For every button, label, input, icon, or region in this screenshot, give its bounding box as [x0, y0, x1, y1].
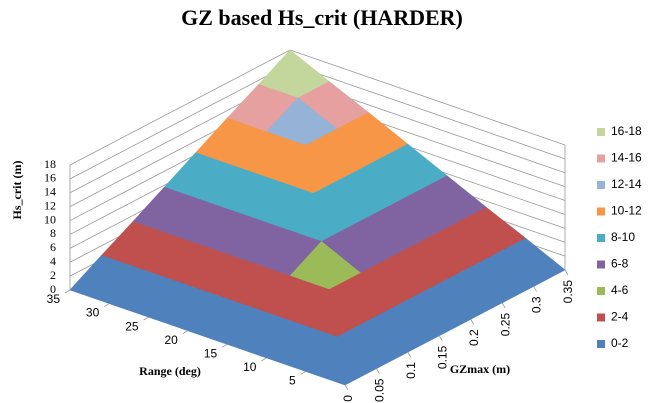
x-tick-label: 0.25: [498, 313, 512, 337]
grid-line: [289, 49, 566, 146]
y-tick: [182, 330, 189, 335]
x-tick: [344, 384, 349, 391]
legend-label: 12-14: [611, 177, 642, 191]
y-tick-label: 35: [47, 292, 61, 306]
legend-label: 2-4: [611, 310, 629, 324]
legend-swatch: [597, 181, 605, 189]
x-tick: [501, 302, 506, 309]
legend-label: 16-18: [611, 124, 642, 138]
x-tick-label: 0.3: [530, 296, 544, 313]
y-tick-label: 30: [86, 306, 100, 320]
x-tick: [407, 351, 412, 358]
x-tick: [470, 319, 475, 325]
z-tick-label: 18: [44, 157, 56, 171]
legend-swatch: [597, 234, 605, 242]
x-tick: [438, 335, 443, 341]
z-tick-label: 4: [50, 254, 56, 268]
y-tick: [104, 303, 110, 307]
z-tick-label: 10: [44, 212, 56, 226]
grid-line: [69, 63, 291, 180]
legend-swatch: [597, 313, 605, 322]
z-tick-label: 12: [44, 198, 56, 212]
y-tick-label: 25: [125, 319, 139, 333]
x-tick-label: 0.35: [561, 280, 575, 304]
legend-label: 10-12: [611, 204, 642, 218]
y-tick: [221, 343, 228, 348]
legend-label: 14-16: [611, 151, 642, 165]
y-tick: [300, 371, 306, 375]
y-tick-label: 10: [243, 360, 257, 374]
y-axis-title: Range (deg): [139, 364, 201, 378]
x-tick: [564, 269, 569, 276]
legend-swatch: [597, 154, 605, 163]
y-tick-label: 5: [289, 374, 296, 388]
legend-label: 6-8: [611, 257, 629, 271]
legend-label: 0-2: [611, 336, 629, 350]
y-tick-label: 20: [164, 333, 178, 347]
legend-swatch: [597, 340, 605, 348]
x-tick: [376, 368, 380, 374]
z-tick-label: 2: [50, 268, 56, 282]
z-axis-title: Hs_crit (m): [10, 161, 24, 220]
z-tick-label: 14: [44, 185, 56, 199]
legend-swatch: [597, 128, 605, 136]
legend-swatch: [597, 207, 605, 216]
x-tick-label: 0.15: [435, 345, 449, 369]
y-tick: [64, 289, 71, 294]
legend-label: 4-6: [611, 283, 629, 297]
x-tick-label: 0: [341, 395, 355, 402]
x-tick-label: 0.2: [467, 329, 481, 346]
z-tick-label: 6: [50, 240, 56, 254]
y-tick: [261, 357, 267, 362]
x-tick: [533, 286, 537, 292]
grid-line: [289, 63, 566, 160]
z-tick-label: 16: [44, 171, 56, 185]
x-tick-label: 0.1: [404, 362, 418, 379]
z-tick-label: 0: [50, 282, 56, 296]
chart-title: GZ based Hs_crit (HARDER): [181, 5, 463, 30]
y-tick-label: 15: [204, 346, 218, 360]
x-tick-label: 0.05: [373, 378, 387, 402]
legend-swatch: [597, 287, 605, 295]
legend-label: 8-10: [611, 230, 635, 244]
legend-swatch: [597, 260, 605, 269]
y-tick: [143, 316, 149, 321]
z-tick-label: 8: [50, 226, 56, 240]
grid-line: [69, 49, 291, 166]
x-axis-title: GZmax (m): [450, 362, 510, 376]
surface-cell: [305, 336, 377, 386]
